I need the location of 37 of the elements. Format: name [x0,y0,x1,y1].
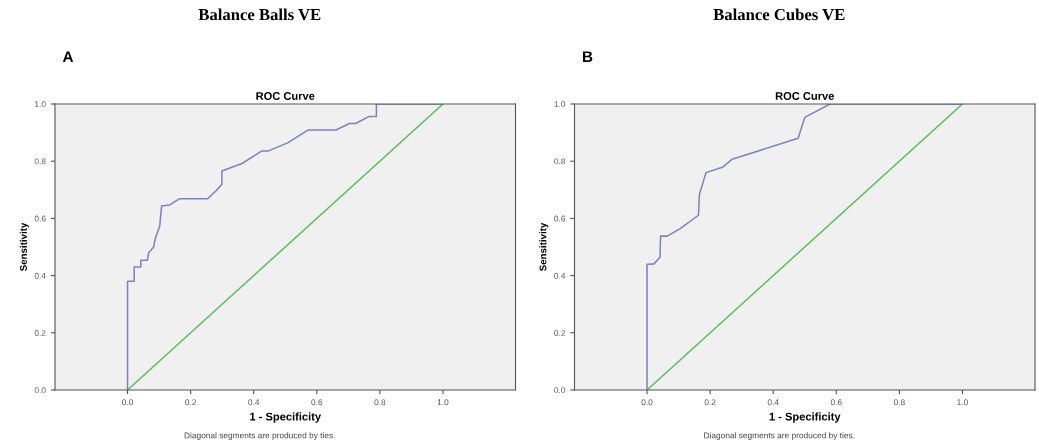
y-tick-label: 0.4 [554,272,566,279]
x-tick-label: 0.0 [641,399,653,406]
chart-title: Balance Cubes VE [713,8,845,21]
x-axis-title: 1 - Specificity [769,412,841,423]
y-tick-label: 1.0 [554,101,566,108]
x-tick-label: 0.0 [122,399,134,406]
x-tick-label: 1.0 [957,399,968,406]
x-axis-title: 1 - Specificity [250,412,322,423]
x-tick-label: 0.6 [830,399,842,406]
chart-subtitle: ROC Curve [256,92,315,100]
y-tick-label: 0.0 [554,387,566,394]
chart-subtitle: ROC Curve [775,92,835,100]
y-tick-label: 0.2 [554,330,566,336]
x-tick-label: 1.0 [437,399,449,406]
x-tick-label: 0.2 [185,399,196,406]
y-tick-label: 1.0 [35,101,46,108]
y-tick-label: 0.8 [554,158,566,165]
y-axis-title: Sensitivity [539,222,549,272]
y-tick-label: 0.8 [34,158,46,165]
y-tick-label: 0.0 [34,387,46,394]
y-tick-label: 0.6 [34,215,46,222]
x-tick-label: 0.4 [767,399,779,406]
line-series [126,104,444,390]
text: Diagonal segments are produced by ties. [704,432,855,440]
text: B [583,51,593,62]
x-tick-label: 0.2 [704,399,716,406]
x-tick-label: 0.8 [374,399,386,406]
y-tick-label: 0.2 [34,330,46,336]
text: Diagonal segments are produced by ties. [184,432,335,440]
chart-title: Balance Balls VE [198,8,321,21]
text: A [62,51,74,62]
y-tick-label: 0.6 [554,215,566,222]
y-tick-label: 0.4 [34,272,46,279]
x-tick-label: 0.8 [893,399,905,406]
x-tick-label: 0.4 [248,399,260,406]
y-axis-title: Sensitivity [19,222,29,272]
x-tick-label: 0.6 [311,399,323,406]
